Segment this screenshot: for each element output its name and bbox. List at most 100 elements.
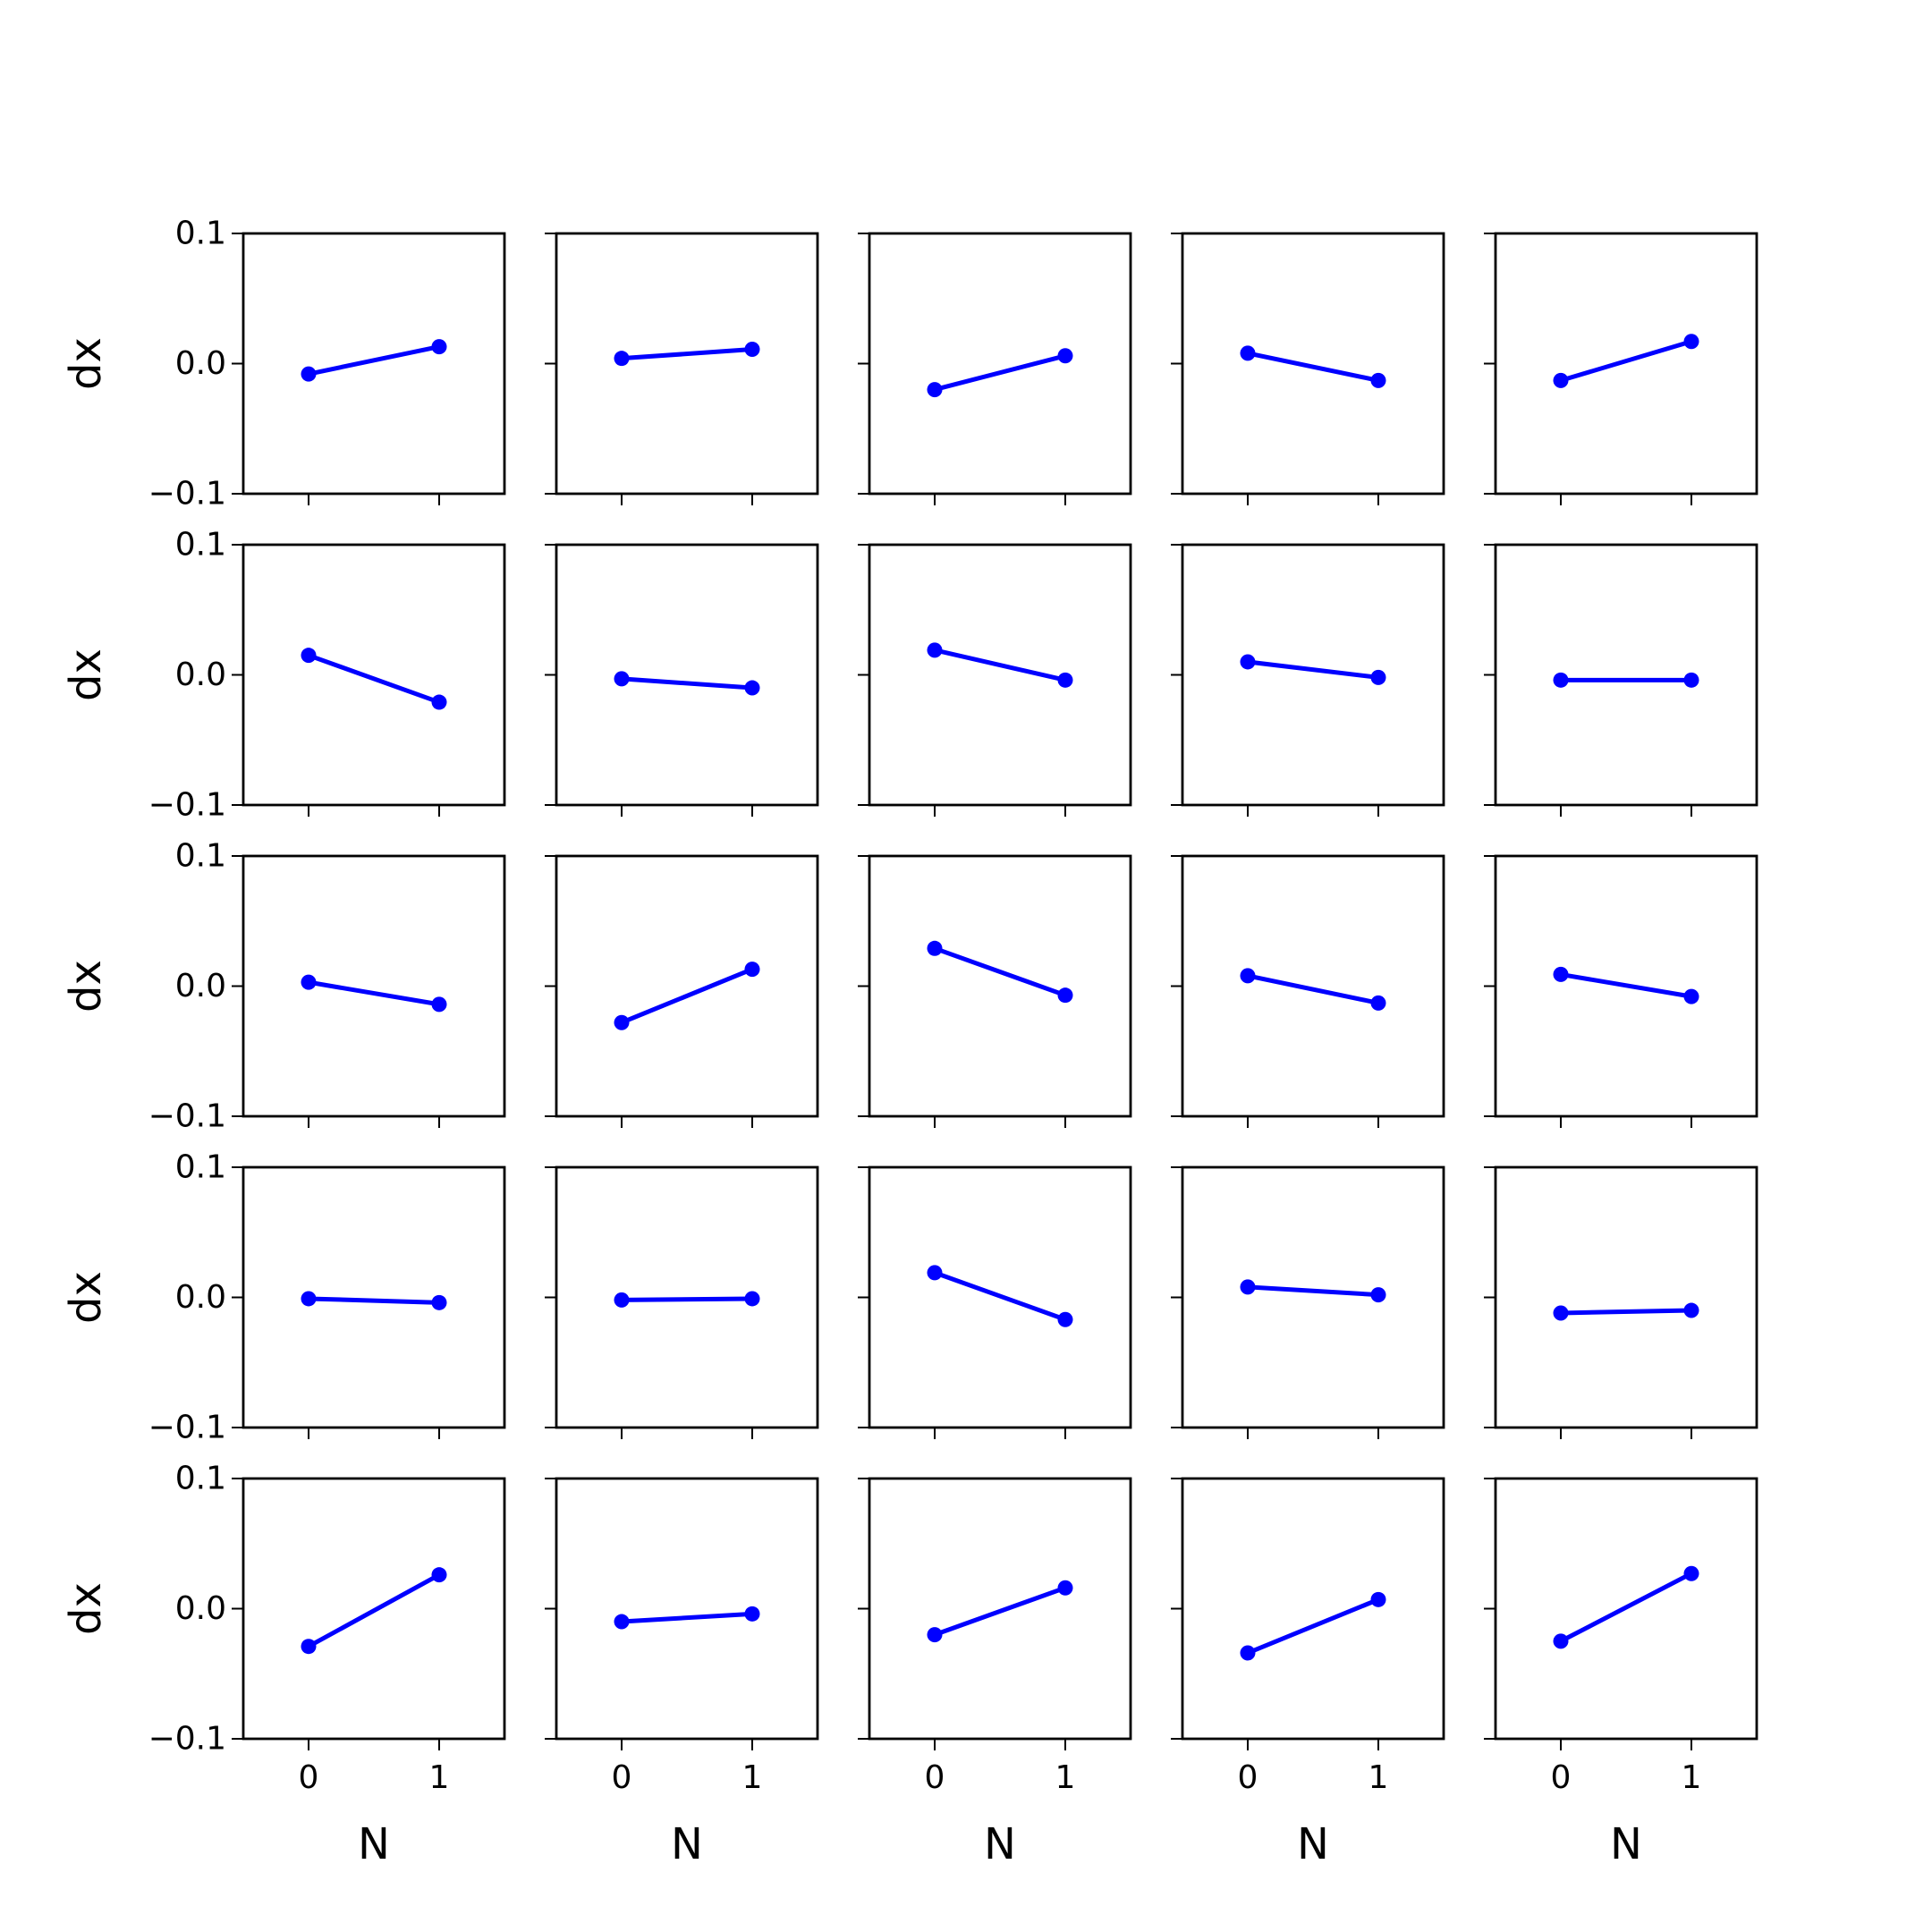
x-tick-label: 0: [299, 1759, 319, 1796]
data-point: [1370, 669, 1386, 685]
data-point: [927, 1265, 943, 1281]
data-point: [927, 1627, 943, 1643]
axes-frame: [1494, 1477, 1758, 1741]
data-point: [1683, 672, 1699, 688]
subplot-r1-c0: −0.1 0.0 0.1 dx: [61, 527, 506, 824]
data-point: [1057, 1311, 1073, 1327]
series-line: [621, 676, 753, 691]
y-axis-title: dx: [61, 1582, 111, 1635]
series-line: [934, 648, 1066, 682]
y-tick-label: 0.0: [175, 1590, 226, 1627]
y-axis-title: dx: [61, 337, 111, 390]
subplot-r1-c4: [1484, 543, 1758, 817]
data-point: [1240, 1279, 1256, 1295]
data-point: [431, 1567, 447, 1583]
data-point: [614, 1292, 630, 1308]
axes-frame: [555, 232, 819, 496]
subplot-r4-c1: 0 1 N: [545, 1477, 819, 1869]
axes-frame: [1494, 232, 1758, 496]
data-point: [301, 648, 317, 664]
subplot-r1-c2: [858, 543, 1132, 817]
series-line: [308, 344, 440, 377]
data-point: [1240, 654, 1256, 670]
y-tick-label: 0.1: [175, 1149, 226, 1186]
series-line: [934, 353, 1066, 393]
data-point: [744, 962, 760, 978]
data-point: [927, 940, 943, 956]
data-point: [1553, 1633, 1569, 1649]
data-point: [301, 1291, 317, 1307]
y-tick-label: 0.0: [175, 968, 226, 1004]
subplot-r0-c3: [1171, 232, 1445, 505]
subplot-r2-c0: −0.1 0.0 0.1 dx: [61, 838, 506, 1135]
data-point: [614, 1014, 630, 1030]
axes-frame: [555, 1165, 819, 1429]
y-tick-label: −0.1: [148, 1410, 226, 1446]
axes-frame: [1494, 1165, 1758, 1429]
subplot-r2-c3: [1171, 854, 1445, 1128]
y-tick-label: 0.0: [175, 345, 226, 382]
data-point: [614, 671, 630, 687]
data-point: [1553, 372, 1569, 388]
series-line: [1560, 971, 1692, 999]
series-line: [934, 1270, 1066, 1322]
x-tick-label: 0: [612, 1759, 632, 1796]
axes-frame: [1494, 543, 1758, 807]
data-point: [744, 341, 760, 357]
axes-frame: [868, 1477, 1132, 1741]
data-point: [1683, 988, 1699, 1004]
data-point: [431, 339, 447, 355]
data-point: [1240, 345, 1256, 361]
subplot-r0-c4: [1484, 232, 1758, 505]
axes-frame: [242, 1165, 506, 1429]
data-point: [301, 366, 317, 382]
axes-frame: [242, 854, 506, 1118]
series-line: [621, 347, 753, 361]
axes-frame: [1181, 1165, 1445, 1429]
series-line: [308, 653, 440, 705]
x-tick-label: 0: [1551, 1759, 1572, 1796]
axes-frame: [242, 232, 506, 496]
x-tick-label: 1: [1682, 1759, 1702, 1796]
data-point: [744, 1606, 760, 1622]
series-line: [621, 967, 753, 1025]
series-line: [934, 1585, 1066, 1637]
x-tick-label: 1: [1368, 1759, 1389, 1796]
data-point: [1370, 1287, 1386, 1303]
series-line: [1247, 351, 1379, 383]
axes-frame: [1181, 543, 1445, 807]
subplot-r2-c2: [858, 854, 1132, 1128]
subplot-r2-c1: [545, 854, 819, 1128]
data-point: [1370, 1591, 1386, 1607]
axes-frame: [242, 1477, 506, 1741]
series-line: [308, 979, 440, 1007]
data-point: [1683, 334, 1699, 350]
axes-frame: [868, 854, 1132, 1118]
x-tick-label: 1: [742, 1759, 763, 1796]
data-point: [431, 996, 447, 1013]
data-point: [1057, 672, 1073, 688]
x-axis-title: N: [671, 1819, 703, 1869]
axes-frame: [242, 543, 506, 807]
data-point: [614, 1614, 630, 1630]
data-point: [1683, 1302, 1699, 1318]
series-line: [621, 1296, 753, 1302]
series-line: [1559, 1571, 1693, 1644]
series-line: [307, 1572, 441, 1648]
x-tick-label: 0: [925, 1759, 945, 1796]
data-point: [431, 1294, 447, 1310]
series-line: [308, 1296, 440, 1305]
data-point: [1553, 1305, 1569, 1321]
series-line: [1247, 659, 1379, 680]
y-tick-label: 0.1: [175, 1461, 226, 1497]
x-tick-label: 1: [1055, 1759, 1076, 1796]
axes-frame: [868, 543, 1132, 807]
data-point: [744, 1291, 760, 1307]
series-line: [1560, 1308, 1692, 1316]
data-point: [1370, 995, 1386, 1011]
y-axis-title: dx: [61, 960, 111, 1013]
y-tick-label: 0.1: [175, 216, 226, 252]
axes-frame: [555, 543, 819, 807]
